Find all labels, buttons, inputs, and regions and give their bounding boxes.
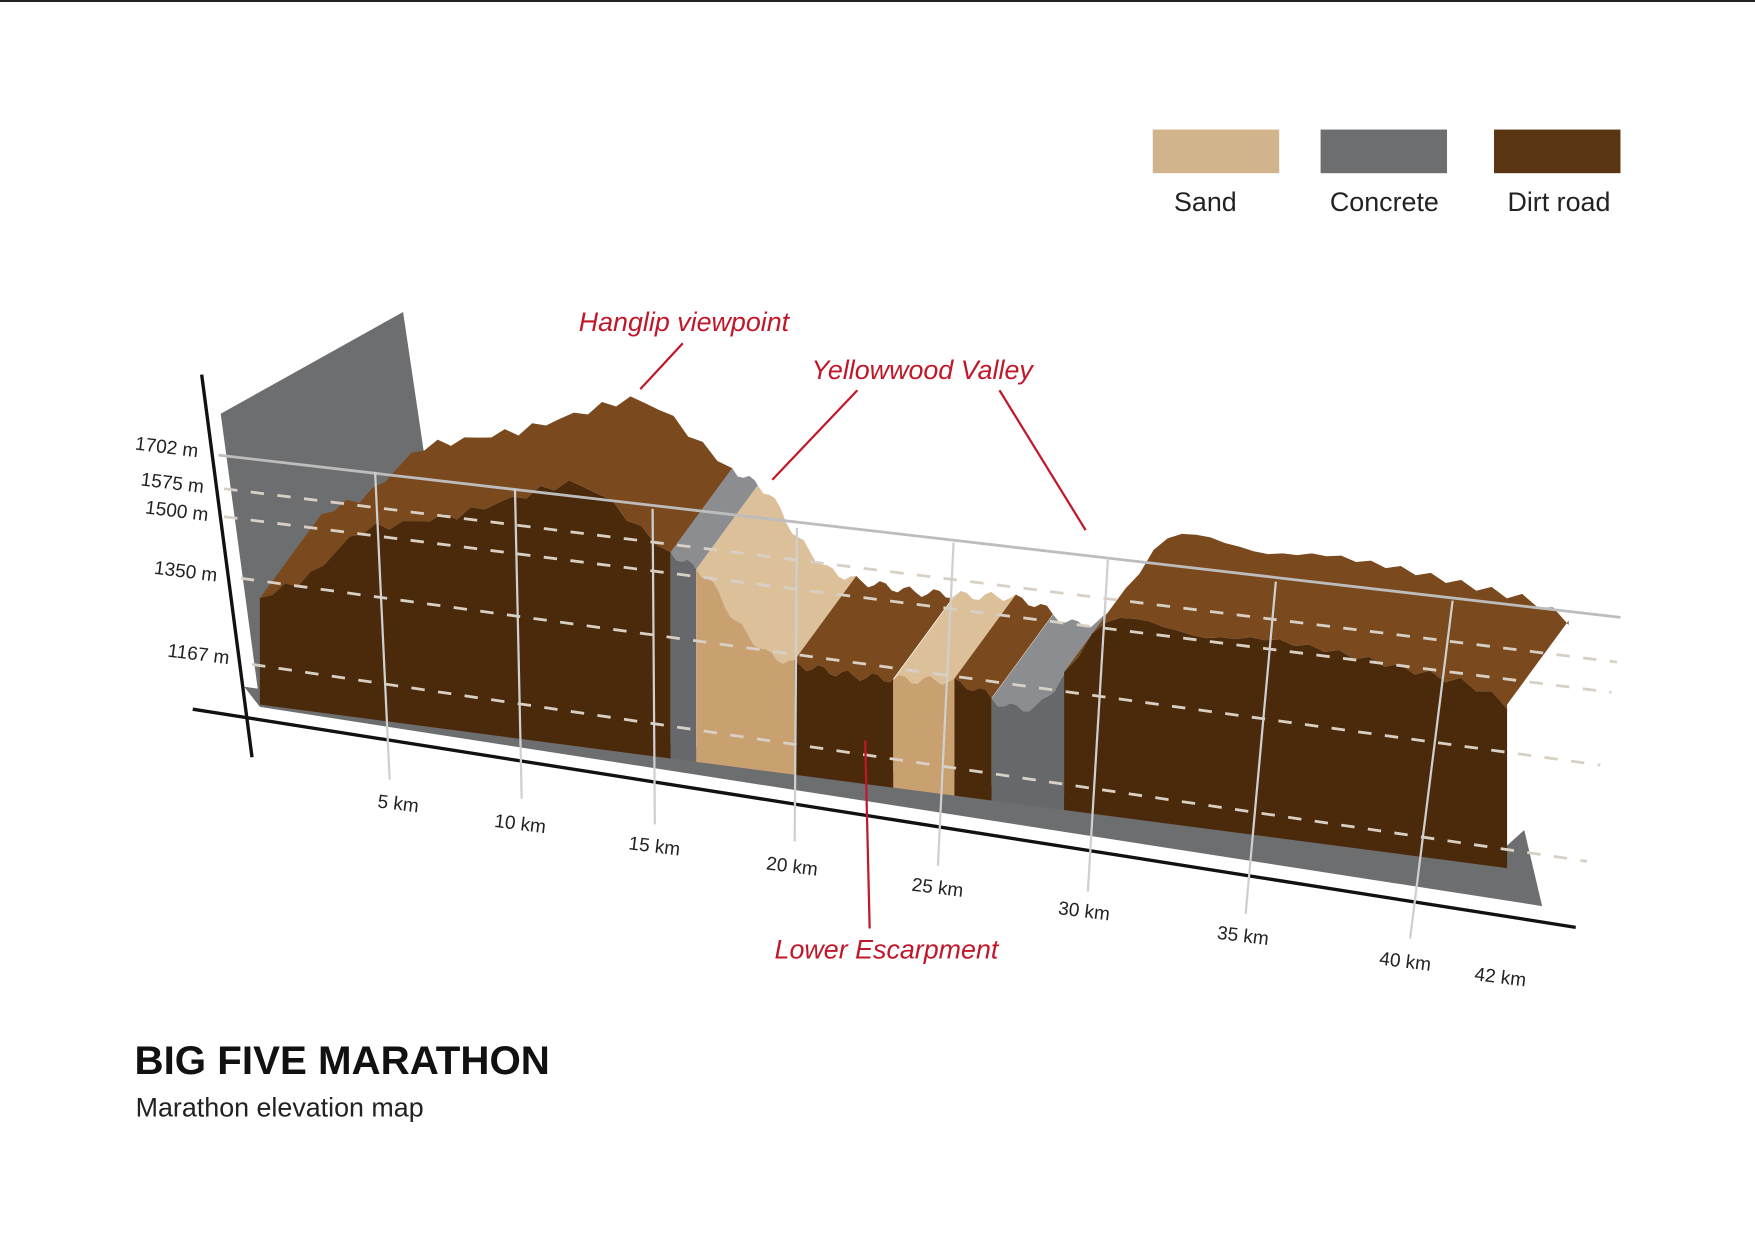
- x-tick-line: [513, 488, 523, 799]
- x-tick-line: [373, 471, 391, 780]
- y-axis-line: [200, 374, 254, 758]
- legend: Sand Concrete Dirt road: [1152, 129, 1621, 217]
- x-tick-line: [651, 508, 656, 825]
- annotation-leader-yellowwood-right: [998, 389, 1087, 531]
- terrain-top-dirt-road: [794, 576, 955, 683]
- annotation-leader-hanglip: [639, 342, 684, 390]
- x-tick-line: [1086, 558, 1110, 892]
- annotations: Hanglip viewpoint Yellowwood Valley Lowe…: [579, 307, 1087, 965]
- gridline-1575: [223, 487, 1618, 664]
- legend-label-dirt-road: Dirt road: [1507, 187, 1610, 217]
- x-tick-line: [936, 542, 955, 866]
- y-tick-label: 1167 m: [166, 641, 230, 669]
- terrain-front-concrete: [670, 552, 697, 762]
- x-tick-line: [1408, 600, 1454, 939]
- y-tick-label: 1350 m: [153, 558, 219, 587]
- legend-label-concrete: Concrete: [1330, 187, 1439, 217]
- y-tick-label: 1702 m: [134, 434, 200, 463]
- terrain-top-dirt-road: [954, 594, 1054, 699]
- x-tick-label: 10 km: [493, 811, 547, 838]
- x-tick-label: 35 km: [1216, 923, 1270, 950]
- terrain-top-sand: [893, 591, 1016, 685]
- terrain-front-sand: [893, 674, 955, 796]
- terrain-top-dirt-road: [259, 396, 733, 599]
- x-tick-label: 20 km: [765, 853, 819, 880]
- y-tick-label: 1500 m: [144, 497, 210, 526]
- annotation-hanglip-viewpoint: Hanglip viewpoint: [579, 307, 791, 337]
- legend-label-sand: Sand: [1174, 187, 1237, 217]
- gridline-1500: [223, 515, 1612, 694]
- legend-swatch-sand: [1152, 129, 1280, 174]
- chart-title: BIG FIVE MARATHON: [135, 1038, 550, 1083]
- terrain-front-dirt-road: [1064, 617, 1508, 869]
- x-tick-line: [793, 527, 799, 842]
- x-tick-label: 42 km: [1473, 964, 1527, 991]
- terrain-top-concrete: [991, 590, 1126, 712]
- x-tick-label: 25 km: [910, 875, 964, 902]
- terrain-top-sand: [696, 485, 857, 665]
- annotation-yellowwood-valley: Yellowwood Valley: [811, 355, 1034, 385]
- y-tick-label: 1575 m: [140, 469, 206, 498]
- x-tick-labels: 5 km 10 km 15 km 20 km 25 km 30 km 35 km 40 km 4…: [376, 791, 1527, 991]
- terrain-front-sand: [696, 569, 795, 775]
- grid-lines: [218, 453, 1621, 939]
- annotation-leader-yellowwood-left: [771, 389, 859, 481]
- terrain-front-dirt-road: [259, 480, 671, 759]
- terrain-front-dirt-road: [794, 659, 894, 788]
- x-tick-label: 5 km: [376, 791, 419, 817]
- annotation-lower-escarpment: Lower Escarpment: [775, 935, 1000, 965]
- terrain-front-dirt-road: [954, 678, 992, 801]
- gridline-1702: [218, 453, 1621, 619]
- legend-swatch-concrete: [1320, 129, 1448, 174]
- gridline-1167: [251, 663, 1588, 863]
- x-axis-line: [192, 707, 1576, 930]
- annotation-leader-lower-escarpment: [864, 740, 871, 929]
- terrain-top-dirt-road: [1064, 533, 1569, 709]
- legend-swatch-dirt-road: [1494, 129, 1621, 174]
- x-tick-line: [1244, 581, 1277, 915]
- terrain-top-concrete: [670, 468, 758, 570]
- chart-subtitle: Marathon elevation map: [136, 1092, 424, 1122]
- terrain-front-concrete: [991, 674, 1065, 811]
- x-tick-label: 40 km: [1378, 949, 1432, 976]
- x-tick-label: 15 km: [627, 833, 681, 860]
- x-tick-label: 30 km: [1057, 898, 1111, 925]
- terrain-blocks: [259, 396, 1569, 869]
